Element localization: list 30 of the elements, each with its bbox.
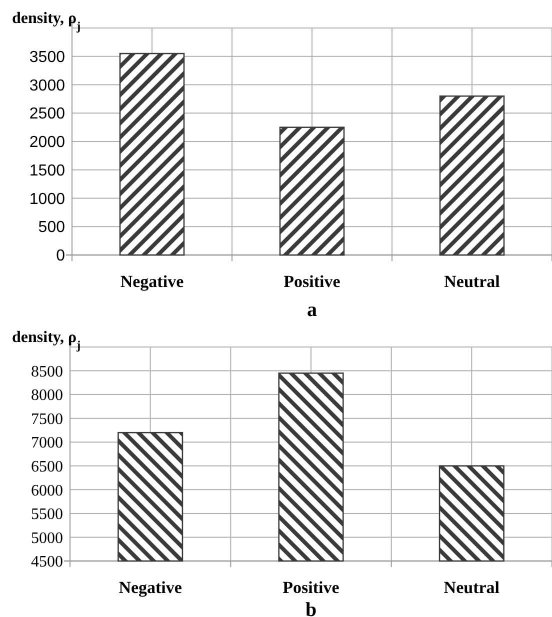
y-tick-label: 4500 xyxy=(31,554,63,571)
y-tick-label: 1500 xyxy=(29,162,66,180)
x-tick-label: Neutral xyxy=(444,578,500,597)
y-tick-label: 6000 xyxy=(31,482,63,500)
y-axis-title: density, ρ$_{j}$ xyxy=(12,10,81,33)
y-tick-label: 2500 xyxy=(29,106,66,123)
x-tick-label: Negative xyxy=(120,272,184,291)
x-axis-title: a xyxy=(307,299,317,321)
x-tick-label: Positive xyxy=(284,272,341,291)
x-axis-title: b xyxy=(305,599,317,617)
y-tick-label: 2000 xyxy=(29,134,66,152)
y-axis-title: density, ρ$_{j}$ xyxy=(12,329,81,352)
bar xyxy=(119,52,185,256)
y-tick-label: 1000 xyxy=(29,190,66,208)
y-tick-label: 8500 xyxy=(31,363,63,380)
bar xyxy=(439,95,505,256)
y-tick-label: 8000 xyxy=(31,387,63,404)
y-tick-label: 3500 xyxy=(29,48,66,66)
bar xyxy=(279,126,345,256)
y-tick-label: 5500 xyxy=(31,506,63,524)
x-tick-label: Positive xyxy=(282,578,340,597)
x-tick-label: Negative xyxy=(118,578,182,597)
y-tick-label: 500 xyxy=(38,219,66,236)
y-tick-label: 7000 xyxy=(31,434,63,452)
x-tick-label: Neutral xyxy=(444,272,500,291)
y-tick-label: 7500 xyxy=(31,410,63,428)
y-tick-label: 3000 xyxy=(29,77,66,94)
y-tick-label: 0 xyxy=(56,248,66,265)
y-tick-label: 6500 xyxy=(31,458,63,476)
y-tick-label: 5000 xyxy=(31,530,63,547)
